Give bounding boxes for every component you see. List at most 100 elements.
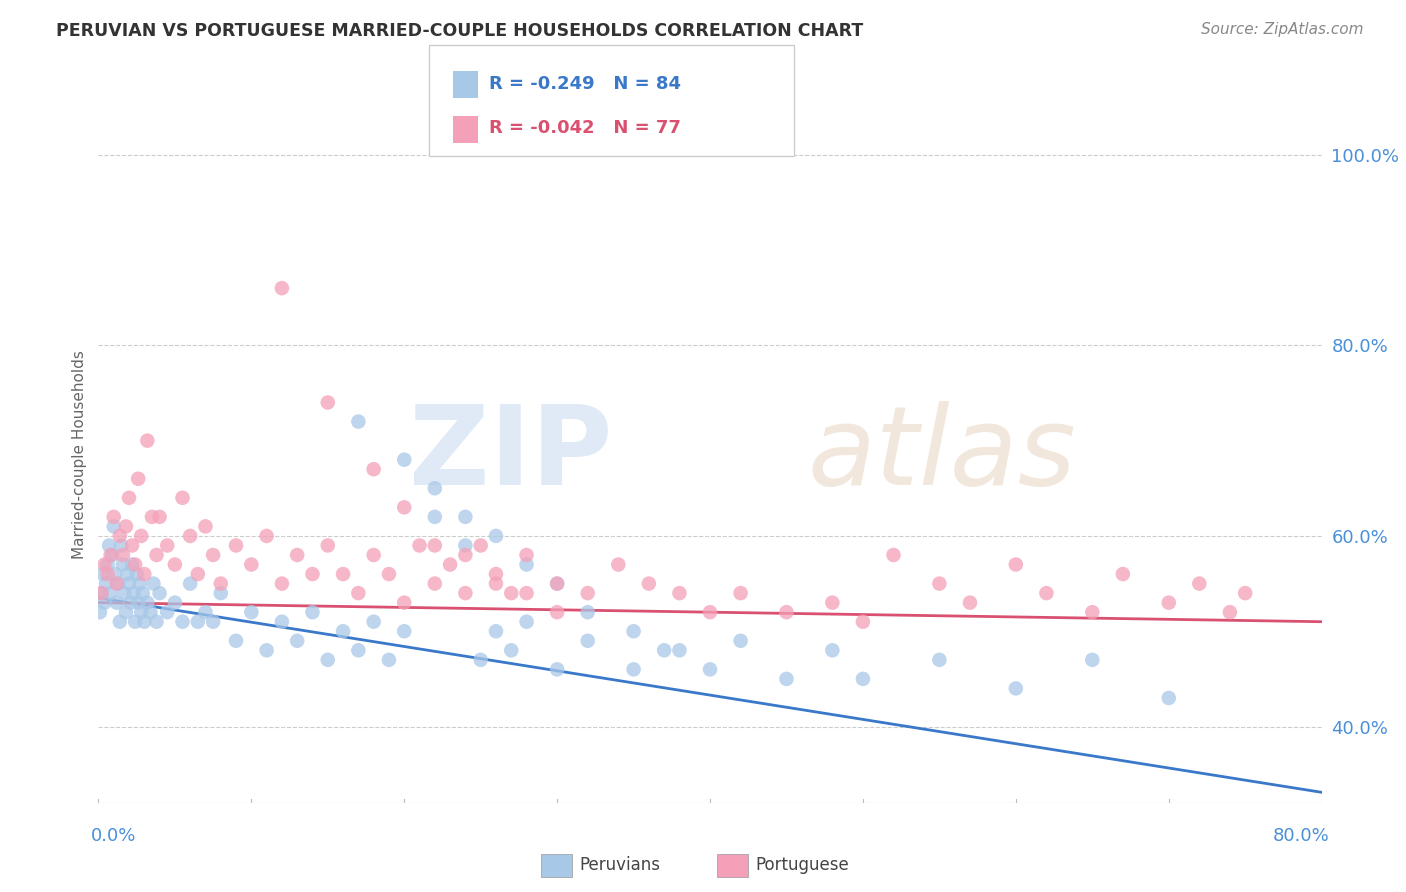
Point — [103, 509, 125, 524]
Point — [285, 548, 308, 562]
Point — [187, 615, 209, 629]
Point — [202, 615, 225, 629]
Text: 80.0%: 80.0% — [1272, 827, 1329, 845]
Point — [501, 643, 523, 657]
Point — [378, 653, 401, 667]
Point — [516, 586, 538, 600]
Point — [959, 596, 981, 610]
Point — [852, 615, 875, 629]
Point — [638, 576, 661, 591]
Point — [423, 539, 446, 553]
Point — [100, 548, 122, 562]
Point — [1081, 605, 1104, 619]
Point — [129, 529, 152, 543]
Point — [120, 596, 142, 610]
Point — [194, 605, 217, 619]
Point — [485, 529, 508, 543]
Point — [91, 567, 114, 582]
Point — [240, 558, 263, 572]
Point — [172, 615, 194, 629]
Point — [316, 395, 339, 409]
Point — [225, 539, 247, 553]
Point — [470, 539, 492, 553]
Point — [132, 586, 155, 600]
Point — [883, 548, 905, 562]
Point — [122, 586, 145, 600]
Point — [1157, 690, 1180, 705]
Point — [576, 633, 599, 648]
Point — [136, 434, 159, 448]
Text: atlas: atlas — [808, 401, 1077, 508]
Point — [576, 586, 599, 600]
Point — [100, 586, 122, 600]
Point — [852, 672, 875, 686]
Point — [1081, 653, 1104, 667]
Point — [546, 576, 568, 591]
Point — [485, 624, 508, 639]
Point — [128, 576, 150, 591]
Point — [139, 605, 162, 619]
Point — [127, 472, 149, 486]
Point — [141, 509, 163, 524]
Point — [179, 529, 201, 543]
Point — [118, 491, 141, 505]
Point — [163, 596, 186, 610]
Point — [730, 633, 752, 648]
Point — [117, 567, 139, 582]
Point — [454, 509, 477, 524]
Point — [101, 548, 124, 562]
Point — [107, 576, 129, 591]
Point — [332, 624, 354, 639]
Point — [225, 633, 247, 648]
Point — [378, 567, 401, 582]
Point — [111, 558, 134, 572]
Point — [775, 605, 797, 619]
Point — [156, 605, 179, 619]
Point — [105, 576, 128, 591]
Text: Peruvians: Peruvians — [579, 856, 661, 874]
Text: ZIP: ZIP — [409, 401, 612, 508]
Point — [730, 586, 752, 600]
Point — [1004, 558, 1026, 572]
Point — [124, 615, 146, 629]
Point — [775, 672, 797, 686]
Point — [347, 643, 370, 657]
Text: R = -0.042   N = 77: R = -0.042 N = 77 — [489, 120, 681, 137]
Point — [928, 653, 950, 667]
Point — [363, 548, 385, 562]
Point — [194, 519, 217, 533]
Point — [121, 558, 143, 572]
Point — [94, 576, 117, 591]
Point — [270, 281, 294, 295]
Point — [454, 539, 477, 553]
Point — [134, 615, 156, 629]
Point — [97, 567, 120, 582]
Point — [149, 509, 172, 524]
Point — [129, 605, 152, 619]
Point — [1004, 681, 1026, 696]
Point — [454, 586, 477, 600]
Point — [136, 596, 159, 610]
Point — [118, 576, 141, 591]
Point — [270, 576, 294, 591]
Point — [821, 596, 844, 610]
Point — [301, 605, 323, 619]
Point — [501, 586, 523, 600]
Text: R = -0.249   N = 84: R = -0.249 N = 84 — [489, 75, 682, 93]
Point — [347, 415, 370, 429]
Point — [332, 567, 354, 582]
Point — [145, 548, 167, 562]
Point — [202, 548, 225, 562]
Point — [149, 586, 172, 600]
Point — [89, 605, 111, 619]
Point — [470, 653, 492, 667]
Point — [546, 605, 568, 619]
Point — [112, 586, 135, 600]
Point — [1112, 567, 1135, 582]
Point — [423, 509, 446, 524]
Point — [392, 452, 416, 467]
Point — [392, 624, 416, 639]
Point — [485, 576, 508, 591]
Point — [516, 548, 538, 562]
Point — [1219, 605, 1241, 619]
